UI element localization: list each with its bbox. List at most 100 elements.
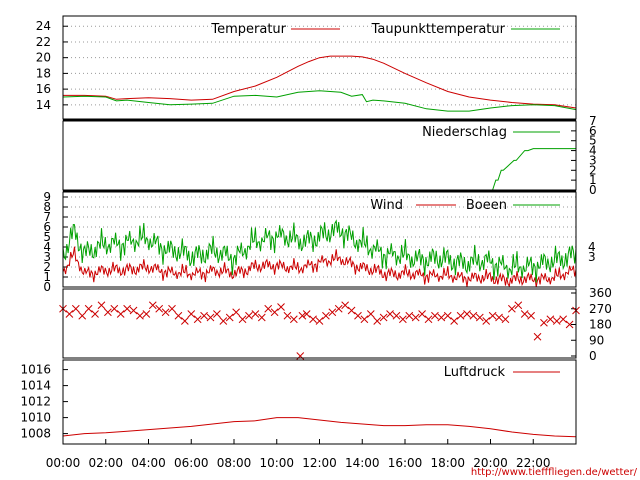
wind-direction-marker bbox=[501, 315, 510, 324]
x-tick-label: 06:00 bbox=[174, 456, 209, 470]
legend-luftdruck-label: Luftdruck bbox=[444, 365, 506, 380]
rain-y-tick-label: 4 bbox=[589, 144, 597, 158]
wind-direction-marker bbox=[225, 313, 234, 322]
wind-direction-marker bbox=[399, 315, 407, 324]
wind-direction-marker bbox=[559, 315, 568, 324]
temp-y-tick-label: 20 bbox=[36, 51, 51, 65]
wind-direction-marker bbox=[277, 303, 285, 311]
temp-y-tick-label: 18 bbox=[36, 66, 51, 80]
temp-series-line-0 bbox=[63, 55, 577, 109]
wind-direction-marker bbox=[360, 315, 369, 324]
wind-y-tick-label: 9 bbox=[43, 190, 51, 204]
x-tick-label: 04:00 bbox=[131, 456, 166, 470]
temp-y-tick-label: 24 bbox=[36, 19, 51, 33]
wind-direction-marker bbox=[142, 310, 151, 318]
wind-direction-marker bbox=[219, 317, 228, 325]
wind-direction-marker bbox=[97, 301, 106, 310]
wind-direction-marker bbox=[289, 315, 298, 324]
wind-direction-marker bbox=[161, 308, 170, 317]
rain-y-tick-label: 2 bbox=[589, 163, 597, 177]
temp-y-tick-label: 16 bbox=[36, 82, 51, 96]
wind-direction-marker bbox=[520, 310, 529, 318]
wind-direction-marker bbox=[379, 313, 388, 322]
wind-direction-marker bbox=[482, 317, 491, 325]
wind-direction-marker bbox=[533, 332, 542, 341]
wind-direction-marker bbox=[405, 311, 414, 320]
wind-direction-marker bbox=[437, 313, 446, 322]
x-tick-label: 02:00 bbox=[88, 456, 123, 470]
x-tick-label: 08:00 bbox=[217, 456, 252, 470]
rain-y-tick-label: 1 bbox=[589, 173, 597, 187]
wind-y-tick-label: 3 bbox=[43, 250, 51, 264]
wind-y-tick-label: 5 bbox=[43, 230, 51, 244]
wind-direction-marker bbox=[469, 311, 478, 320]
wind-y-tick-label: 2 bbox=[43, 260, 51, 274]
x-tick-label: 00:00 bbox=[46, 456, 81, 470]
pressure-y-tick-label: 1016 bbox=[20, 363, 51, 377]
x-tick-label: 20:00 bbox=[473, 456, 508, 470]
wind-direction-marker bbox=[200, 311, 208, 320]
wind-direction-marker bbox=[123, 304, 131, 313]
wind-direction-marker bbox=[136, 311, 144, 320]
pressure-y-tick-label: 1008 bbox=[20, 427, 51, 441]
wind-y-tick-label: 0 bbox=[43, 280, 51, 294]
x-tick-label: 14:00 bbox=[345, 456, 380, 470]
wind-direction-marker bbox=[148, 301, 157, 310]
dir-y-tick-label: 90 bbox=[589, 333, 604, 347]
wind-direction-marker bbox=[488, 311, 497, 320]
wind-y-tick-label: 4 bbox=[43, 240, 51, 254]
wind-direction-marker bbox=[206, 313, 215, 322]
wind-direction-marker bbox=[238, 315, 247, 324]
rain-series-line bbox=[63, 148, 576, 191]
temp-y-tick-label: 22 bbox=[36, 35, 51, 49]
rain-y-tick-label: 6 bbox=[589, 124, 597, 138]
wind-direction-marker bbox=[315, 317, 324, 325]
wind-direction-marker bbox=[180, 317, 189, 325]
wind-direction-marker bbox=[264, 304, 273, 313]
legend-taupunkt-label: Taupunkttemperatur bbox=[371, 22, 506, 37]
wind-direction-marker bbox=[431, 311, 439, 320]
pressure-series-line bbox=[62, 417, 577, 438]
wind-direction-marker bbox=[508, 304, 516, 313]
wind-direction-marker bbox=[386, 310, 394, 318]
wind-direction-marker bbox=[424, 315, 433, 324]
wind-direction-marker bbox=[283, 311, 292, 320]
rain-y-tick-label: 7 bbox=[589, 114, 597, 128]
wind-direction-marker bbox=[418, 310, 426, 318]
legend-boeen-label: Boeen bbox=[466, 198, 507, 213]
wind-direction-marker bbox=[251, 310, 260, 318]
wind-direction-marker bbox=[155, 304, 164, 313]
wind-direction-marker bbox=[187, 310, 196, 318]
wind-direction-marker bbox=[232, 308, 240, 317]
wind-right-tick-label: 4 bbox=[588, 240, 596, 254]
wind-direction-marker bbox=[78, 311, 87, 320]
wind-direction-marker bbox=[193, 315, 202, 324]
wind-direction-marker bbox=[354, 311, 362, 320]
pressure-y-tick-label: 1014 bbox=[20, 379, 51, 393]
wind-direction-marker bbox=[174, 311, 183, 320]
rain-y-tick-label: 3 bbox=[589, 153, 597, 167]
wind-direction-marker bbox=[302, 310, 311, 318]
wind-direction-marker bbox=[463, 310, 471, 318]
legend-temperatur-label: Temperatur bbox=[210, 22, 286, 37]
dir-y-tick-label: 180 bbox=[589, 318, 612, 332]
wind-direction-marker bbox=[168, 304, 176, 313]
wind-direction-marker bbox=[104, 308, 112, 317]
temp-y-tick-label: 14 bbox=[36, 98, 51, 112]
temp-series-line-1 bbox=[62, 90, 577, 112]
wind-direction-marker bbox=[514, 301, 523, 310]
wind-y-tick-label: 1 bbox=[43, 270, 51, 284]
wind-direction-marker bbox=[456, 311, 465, 320]
wind-direction-marker bbox=[475, 313, 484, 322]
rain-y-tick-label: 0 bbox=[589, 183, 597, 197]
wind-direction-marker bbox=[270, 308, 279, 317]
wind-direction-marker bbox=[552, 317, 561, 325]
wind-direction-marker bbox=[450, 317, 459, 325]
wind-direction-marker bbox=[110, 304, 119, 313]
dir-y-tick-label: 270 bbox=[589, 302, 612, 316]
wind-direction-marker bbox=[328, 308, 337, 317]
wind-direction-marker bbox=[411, 313, 420, 322]
wind-direction-marker bbox=[565, 320, 574, 329]
rain-y-tick-label: 5 bbox=[589, 134, 597, 148]
